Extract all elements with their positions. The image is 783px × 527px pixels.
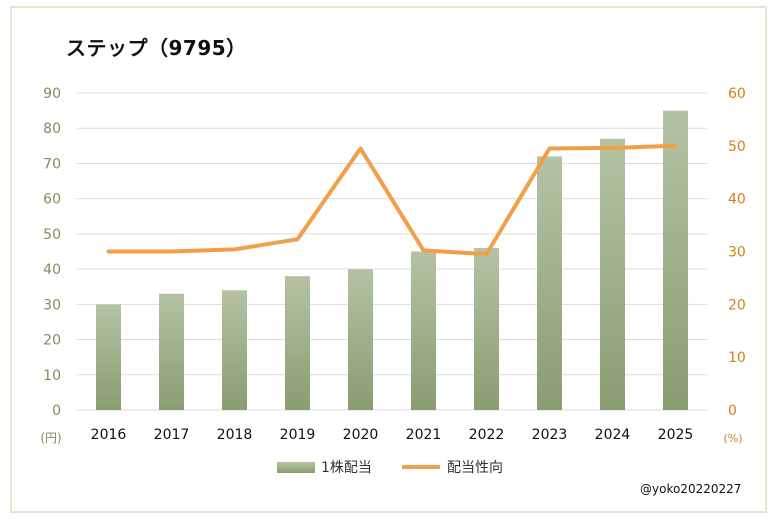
payout-point-2022 bbox=[485, 252, 488, 256]
chart-frame bbox=[10, 6, 767, 513]
payout-point-2018 bbox=[233, 247, 236, 251]
x-axis-tick-label: 2023 bbox=[532, 427, 568, 443]
legend-line-label: 配当性向 bbox=[447, 460, 503, 476]
x-axis-tick-label: 2022 bbox=[469, 427, 505, 443]
bar-2017 bbox=[159, 293, 184, 410]
x-axis-tick-label: 2019 bbox=[280, 427, 316, 443]
payout-point-2023 bbox=[548, 146, 551, 150]
left-axis-tick-label: 10 bbox=[43, 368, 61, 384]
x-axis-tick-label: 2025 bbox=[658, 427, 694, 443]
right-axis-tick-label: 40 bbox=[728, 192, 746, 208]
left-axis-tick-label: 0 bbox=[52, 403, 61, 419]
left-axis-tick-label: 20 bbox=[43, 333, 61, 349]
left-axis-tick-label: 50 bbox=[43, 227, 61, 243]
left-axis-tick-label: 70 bbox=[43, 156, 61, 172]
left-axis-tick-label: 40 bbox=[43, 262, 61, 278]
payout-point-2020 bbox=[359, 146, 362, 150]
payout-point-2016 bbox=[107, 250, 110, 253]
bar-2018 bbox=[222, 290, 247, 410]
right-axis-tick-label: 60 bbox=[728, 86, 746, 102]
right-y-axis: 0 10 20 30 40 50 60 (%) bbox=[723, 86, 745, 445]
x-axis-tick-label: 2021 bbox=[406, 427, 442, 443]
payout-point-2021 bbox=[422, 248, 425, 252]
right-axis-unit: (%) bbox=[723, 432, 742, 445]
left-axis-tick-label: 30 bbox=[43, 297, 61, 313]
x-axis: 2016 2017 2018 2019 2020 2021 2022 2023 2024 2025 bbox=[91, 427, 694, 443]
left-axis-tick-label: 90 bbox=[43, 86, 61, 102]
chart-legend: 1株配当 配当性向 bbox=[277, 460, 503, 476]
bar-2020 bbox=[348, 269, 373, 410]
right-axis-tick-label: 10 bbox=[728, 350, 746, 366]
x-axis-tick-label: 2018 bbox=[217, 427, 253, 443]
left-axis-unit: (円) bbox=[40, 431, 61, 445]
payout-ratio-line bbox=[106, 143, 678, 257]
left-y-axis: 0 10 20 30 40 50 60 70 80 90 (円) bbox=[40, 86, 61, 445]
bar-2021 bbox=[411, 251, 436, 410]
right-axis-tick-label: 50 bbox=[728, 139, 746, 155]
right-axis-tick-label: 20 bbox=[728, 297, 746, 313]
payout-point-2024 bbox=[611, 146, 614, 150]
payout-point-2017 bbox=[170, 250, 173, 253]
x-axis-tick-label: 2020 bbox=[343, 427, 379, 443]
bar-2025 bbox=[663, 110, 688, 410]
payout-ratio-line-series bbox=[106, 143, 678, 257]
legend-bar-label: 1株配当 bbox=[321, 460, 372, 476]
right-axis-tick-label: 30 bbox=[728, 245, 746, 261]
chart-title: ステップ（9795） bbox=[66, 36, 247, 60]
payout-point-2019 bbox=[296, 237, 299, 241]
bar-2019 bbox=[285, 276, 310, 410]
credit-text: @yoko20220227 bbox=[640, 482, 742, 496]
dividend-bars bbox=[96, 110, 688, 411]
bar-2023 bbox=[537, 156, 562, 410]
bar-2024 bbox=[600, 138, 625, 411]
right-axis-tick-label: 0 bbox=[728, 403, 737, 419]
x-axis-tick-label: 2017 bbox=[154, 427, 190, 443]
legend-bar-swatch bbox=[277, 462, 315, 473]
x-axis-tick-label: 2016 bbox=[91, 427, 127, 443]
x-axis-tick-label: 2024 bbox=[595, 427, 631, 443]
payout-point-2025 bbox=[674, 144, 677, 148]
bar-2022 bbox=[474, 247, 499, 410]
bar-2016 bbox=[96, 304, 121, 410]
left-axis-tick-label: 80 bbox=[43, 121, 61, 137]
left-axis-tick-label: 60 bbox=[43, 192, 61, 208]
